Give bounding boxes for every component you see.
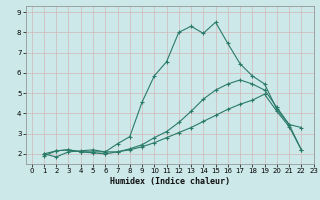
- X-axis label: Humidex (Indice chaleur): Humidex (Indice chaleur): [109, 177, 230, 186]
